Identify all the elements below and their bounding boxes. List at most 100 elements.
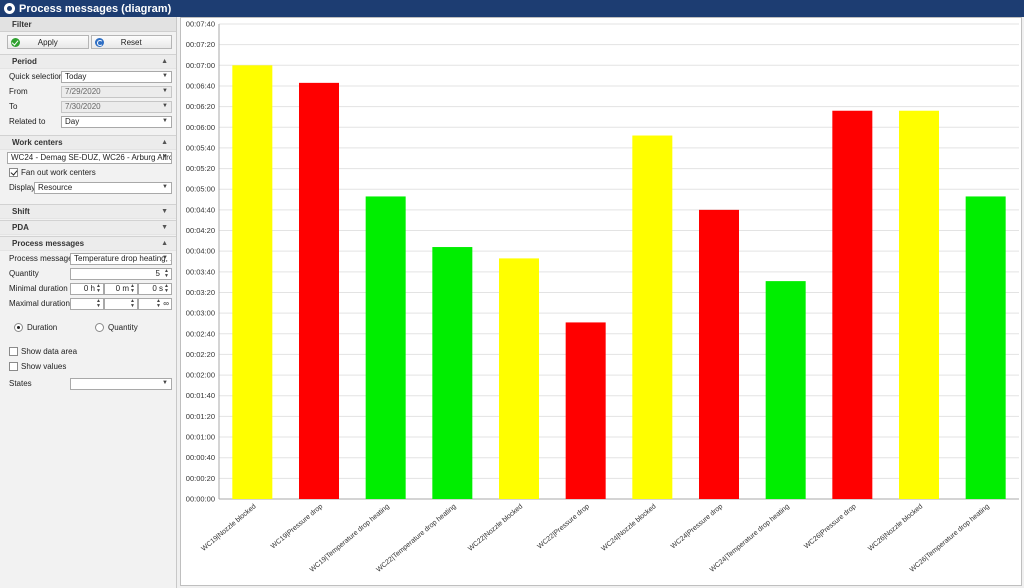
filter-panel: Filter Apply Reset Period ▲ Quick select… bbox=[0, 17, 177, 588]
chevron-down-icon: ▼ bbox=[161, 208, 168, 215]
min-duration-row: Minimal duration 0 h ▲ ▼ 0 m ▲ ▼ 0 s ▲ ▼ bbox=[0, 281, 176, 296]
y-tick-label: 00:04:20 bbox=[186, 226, 215, 235]
section-shift[interactable]: Shift ▼ bbox=[0, 204, 176, 219]
quick-selection-dropdown[interactable]: Today ▼ bbox=[61, 70, 172, 83]
min-duration-label: Minimal duration bbox=[9, 284, 68, 293]
work-centers-row: WC24 - Demag SE-DUZ, WC26 - Arburg Allro… bbox=[0, 150, 176, 165]
spin-arrows-icon[interactable]: ▲ ▼ bbox=[96, 297, 101, 309]
related-to-dropdown[interactable]: Day ▼ bbox=[61, 115, 172, 128]
fan-out-label: Fan out work centers bbox=[21, 168, 96, 177]
process-messages-value: Temperature drop heating, ... bbox=[74, 254, 172, 263]
spin-arrows-icon[interactable]: ▲ ▼ bbox=[96, 282, 101, 294]
y-tick-label: 00:01:00 bbox=[186, 433, 215, 442]
y-tick-label: 00:06:20 bbox=[186, 102, 215, 111]
x-tick-label: WC24|Temperature drop heating bbox=[709, 503, 791, 574]
app-icon bbox=[4, 3, 15, 14]
y-tick-label: 00:01:40 bbox=[186, 391, 215, 400]
x-tick-label: WC22|Nozzle blocked bbox=[467, 503, 524, 553]
quantity-radio-label: Quantity bbox=[108, 323, 138, 332]
show-values-checkbox[interactable] bbox=[9, 362, 18, 371]
y-tick-label: 00:00:00 bbox=[186, 495, 215, 504]
max-hours-stepper[interactable]: ▲ ▼ bbox=[70, 297, 104, 310]
spin-arrows-icon[interactable]: ▲ ▼ bbox=[164, 282, 169, 294]
display-dropdown[interactable]: Resource ▼ bbox=[34, 181, 172, 194]
chart-bar bbox=[365, 196, 406, 499]
dropdown-arrow-icon: ▼ bbox=[162, 254, 168, 261]
dropdown-arrow-icon: ▼ bbox=[162, 153, 168, 160]
dropdown-arrow-icon: ▼ bbox=[162, 117, 168, 124]
section-pda[interactable]: PDA ▼ bbox=[0, 220, 176, 235]
section-shift-title: Shift bbox=[12, 207, 30, 216]
x-tick-label: WC19|Temperature drop heating bbox=[309, 503, 391, 574]
max-infinity-value: ∞ bbox=[163, 299, 169, 308]
related-to-row: Related to Day ▼ bbox=[0, 114, 176, 129]
quantity-stepper[interactable]: 5 ▲ ▼ bbox=[70, 267, 172, 280]
y-tick-label: 00:05:40 bbox=[186, 143, 215, 152]
y-tick-label: 00:02:40 bbox=[186, 329, 215, 338]
work-centers-value: WC24 - Demag SE-DUZ, WC26 - Arburg Allro… bbox=[11, 153, 171, 162]
min-seconds-value: 0 s bbox=[152, 284, 163, 293]
apply-button[interactable]: Apply bbox=[7, 35, 89, 49]
chevron-up-icon: ▲ bbox=[161, 139, 168, 146]
section-process-messages[interactable]: Process messages ▲ bbox=[0, 236, 176, 251]
work-centers-dropdown[interactable]: WC24 - Demag SE-DUZ, WC26 - Arburg Allro… bbox=[7, 151, 172, 164]
mode-radio-row: Duration Quantity bbox=[0, 320, 176, 335]
min-hours-stepper[interactable]: 0 h ▲ ▼ bbox=[70, 282, 104, 295]
show-data-area-checkbox[interactable] bbox=[9, 347, 18, 356]
quantity-radio[interactable] bbox=[95, 323, 104, 332]
fan-out-checkbox[interactable] bbox=[9, 168, 18, 177]
y-tick-label: 00:04:00 bbox=[186, 247, 215, 256]
chart-bar bbox=[899, 110, 939, 499]
related-to-label: Related to bbox=[9, 117, 46, 126]
max-seconds-stepper[interactable]: ∞ ▲ ▼ bbox=[138, 297, 172, 310]
x-tick-label: WC22|Temperature drop heating bbox=[375, 503, 457, 574]
section-work-centers[interactable]: Work centers ▲ bbox=[0, 135, 176, 150]
spin-arrows-icon[interactable]: ▲ ▼ bbox=[156, 297, 161, 309]
show-values-row: Show values bbox=[0, 359, 176, 374]
duration-radio[interactable] bbox=[14, 323, 23, 332]
y-tick-label: 00:05:20 bbox=[186, 164, 215, 173]
to-date-field[interactable]: 7/30/2020 ▼ bbox=[61, 100, 172, 113]
chevron-down-icon: ▼ bbox=[161, 224, 168, 231]
states-row: States ▼ bbox=[0, 376, 176, 391]
chart-bar bbox=[499, 258, 539, 499]
x-tick-label: WC24|Nozzle blocked bbox=[600, 503, 657, 553]
y-tick-label: 00:00:40 bbox=[186, 453, 215, 462]
window-title: Process messages (diagram) bbox=[19, 2, 172, 15]
spin-arrows-icon[interactable]: ▲ ▼ bbox=[130, 282, 135, 294]
x-tick-label: WC19|Pressure drop bbox=[270, 503, 325, 550]
quick-selection-row: Quick selection Today ▼ bbox=[0, 69, 176, 84]
spin-arrows-icon[interactable]: ▲ ▼ bbox=[164, 267, 169, 279]
process-messages-row: Process messages Temperature drop heatin… bbox=[0, 251, 176, 266]
display-label: Display bbox=[9, 183, 36, 192]
from-date-value: 7/29/2020 bbox=[65, 87, 101, 96]
from-date-field[interactable]: 7/29/2020 ▼ bbox=[61, 85, 172, 98]
title-bar: Process messages (diagram) bbox=[0, 0, 1024, 17]
section-process-messages-title: Process messages bbox=[12, 239, 85, 248]
apply-button-label: Apply bbox=[37, 37, 58, 47]
process-messages-dropdown[interactable]: Temperature drop heating, ... ▼ bbox=[70, 252, 172, 265]
y-tick-label: 00:03:00 bbox=[186, 309, 215, 318]
max-duration-row: Maximal duration ▲ ▼ ▲ ▼ ∞ ▲ ▼ bbox=[0, 296, 176, 311]
min-seconds-stepper[interactable]: 0 s ▲ ▼ bbox=[138, 282, 172, 295]
y-tick-label: 00:07:20 bbox=[186, 40, 215, 49]
min-minutes-stepper[interactable]: 0 m ▲ ▼ bbox=[104, 282, 138, 295]
max-minutes-stepper[interactable]: ▲ ▼ bbox=[104, 297, 138, 310]
reset-button[interactable]: Reset bbox=[90, 35, 172, 49]
chart-bar bbox=[299, 82, 339, 499]
to-date-value: 7/30/2020 bbox=[65, 102, 101, 111]
section-period[interactable]: Period ▲ bbox=[0, 54, 176, 69]
y-tick-label: 00:03:20 bbox=[186, 288, 215, 297]
dropdown-arrow-icon: ▼ bbox=[162, 87, 168, 94]
filter-header: Filter bbox=[0, 17, 176, 32]
states-label: States bbox=[9, 379, 32, 388]
states-dropdown[interactable]: ▼ bbox=[70, 377, 172, 390]
spin-arrows-icon[interactable]: ▲ ▼ bbox=[130, 297, 135, 309]
x-tick-label: WC24|Pressure drop bbox=[670, 503, 725, 550]
process-messages-label: Process messages bbox=[9, 254, 77, 263]
y-tick-label: 00:05:00 bbox=[186, 185, 215, 194]
x-tick-label: WC26|Temperature drop heating bbox=[909, 503, 991, 574]
fan-out-row: Fan out work centers bbox=[0, 165, 176, 180]
quick-selection-value: Today bbox=[65, 72, 87, 81]
bar-chart: 00:00:00 00:00:20 00:00:40 00:01:00 00:01:20… bbox=[186, 20, 1019, 574]
